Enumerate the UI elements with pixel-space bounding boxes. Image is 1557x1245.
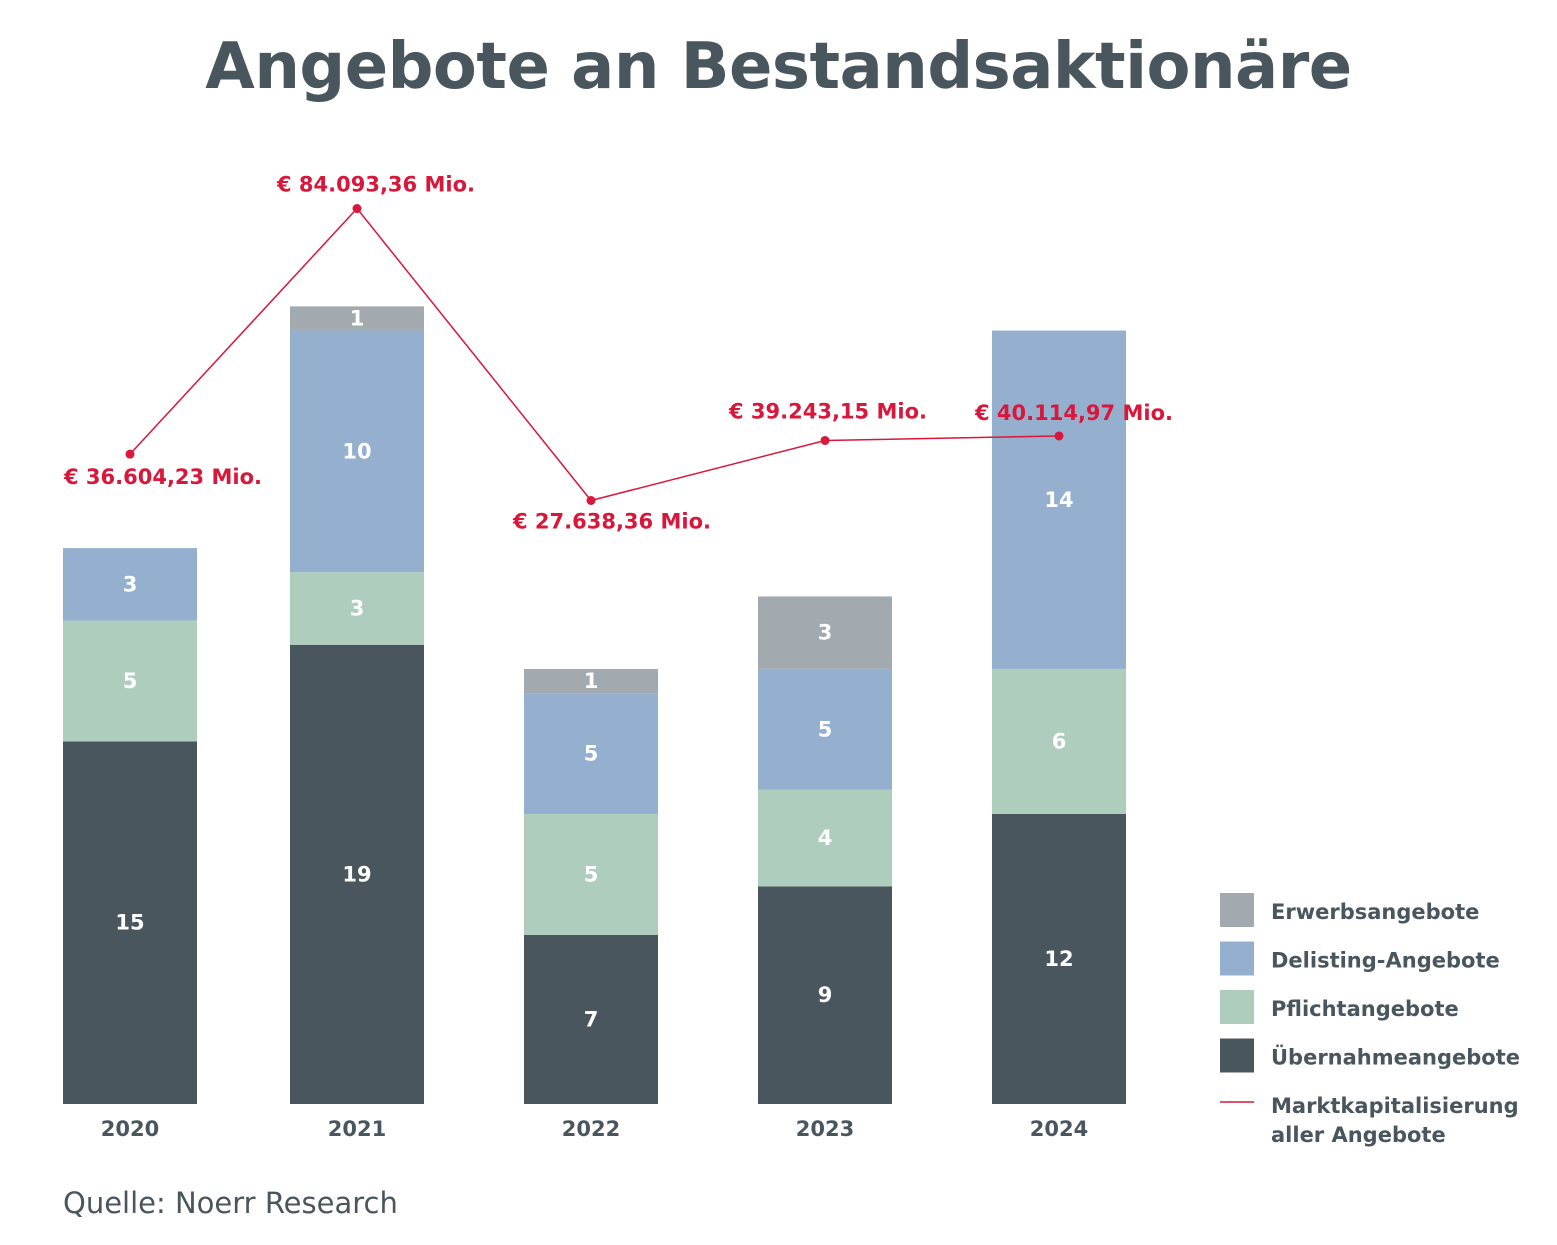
- source-note: Quelle: Noerr Research: [63, 1186, 398, 1220]
- line-value-label: € 39.243,15 Mio.: [728, 399, 927, 423]
- bar-value-label: 1: [584, 669, 599, 693]
- bar-value-label: 12: [1044, 947, 1073, 971]
- bar-value-label: 5: [584, 742, 599, 766]
- bar-value-label: 15: [115, 911, 144, 935]
- bar-value-label: 5: [584, 862, 599, 886]
- line-point: [820, 435, 830, 445]
- x-tick-label: 2022: [562, 1117, 620, 1141]
- x-tick-label: 2023: [796, 1117, 854, 1141]
- bar-segment: [290, 572, 424, 645]
- bar-segment: [758, 668, 892, 790]
- bar-value-label: 3: [123, 572, 138, 596]
- line-value-label: € 40.114,97 Mio.: [974, 401, 1173, 425]
- bar-value-label: 3: [350, 597, 365, 621]
- legend-swatch: [1220, 941, 1254, 976]
- bar-segment: [992, 813, 1126, 1104]
- bar-segment: [63, 741, 197, 1104]
- bar-segment: [758, 596, 892, 669]
- bar-value-label: 6: [1052, 729, 1067, 753]
- bar-segment: [290, 330, 424, 573]
- bar-value-label: 7: [584, 1007, 599, 1031]
- bar-value-label: 1: [350, 306, 365, 330]
- line-point: [1054, 431, 1064, 441]
- bar-value-label: 5: [818, 717, 833, 741]
- x-tick-label: 2020: [101, 1117, 159, 1141]
- bar-segment: [524, 813, 658, 935]
- x-tick-label: 2024: [1030, 1117, 1088, 1141]
- line-point: [125, 449, 135, 459]
- bar-value-label: 19: [342, 862, 371, 886]
- line-point: [352, 204, 362, 214]
- bar-value-label: 4: [818, 826, 833, 850]
- x-tick-label: 2021: [328, 1117, 386, 1141]
- bar-segment: [63, 620, 197, 742]
- line-point: [586, 495, 596, 505]
- bar-segment: [992, 330, 1126, 669]
- bar-value-label: 14: [1044, 488, 1073, 512]
- bar-value-label: 5: [123, 669, 138, 693]
- legend-label: aller Angebote: [1271, 1123, 1446, 1147]
- line-value-label: € 36.604,23 Mio.: [63, 465, 262, 489]
- line-value-label: € 84.093,36 Mio.: [276, 173, 475, 197]
- line-value-label: € 27.638,36 Mio.: [512, 509, 711, 533]
- bar-segment: [290, 644, 424, 1104]
- bar-segment: [758, 886, 892, 1104]
- bar-value-label: 10: [342, 439, 371, 463]
- legend-label: Erwerbsangebote: [1271, 900, 1479, 924]
- bar-segment: [63, 548, 197, 621]
- bar-segment: [290, 306, 424, 331]
- legend-swatch: [1220, 1038, 1254, 1073]
- legend-label: Pflichtangebote: [1271, 997, 1459, 1021]
- bar-segment: [524, 934, 658, 1104]
- bar-value-label: 3: [818, 621, 833, 645]
- bar-segment: [992, 668, 1126, 814]
- bar-segment: [524, 668, 658, 694]
- legend-label: Marktkapitalisierung: [1271, 1094, 1519, 1118]
- chart-title: Angebote an Bestandsaktionäre: [205, 30, 1352, 104]
- line-series: [129, 207, 1060, 502]
- bar-segment: [758, 789, 892, 887]
- legend-swatch: [1220, 990, 1254, 1024]
- bar-segment: [524, 693, 658, 814]
- bar-value-label: 9: [818, 983, 833, 1007]
- legend-swatch: [1220, 893, 1254, 927]
- legend-label: Delisting-Angebote: [1271, 949, 1500, 973]
- legend-label: Übernahmeangebote: [1271, 1045, 1520, 1070]
